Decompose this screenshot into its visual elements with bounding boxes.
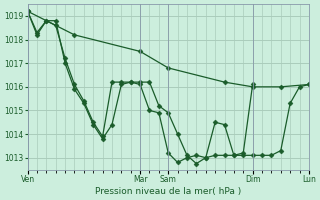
X-axis label: Pression niveau de la mer( hPa ): Pression niveau de la mer( hPa ) [95, 187, 241, 196]
